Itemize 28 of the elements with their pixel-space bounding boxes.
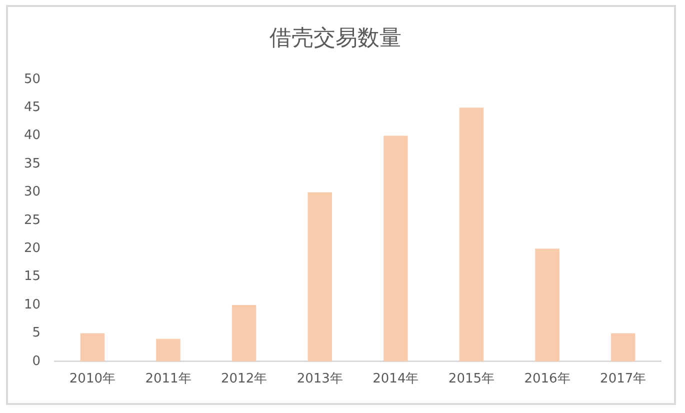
bar [535,248,560,362]
y-tick-label: 15 [24,269,41,284]
x-tick-label: 2010年 [69,372,116,387]
x-tick-label: 2015年 [448,372,495,387]
bar [459,108,484,362]
y-tick-label: 30 [24,184,41,200]
chart-title: 借壳交易数量 [270,26,402,51]
y-tick-label: 50 [24,72,41,87]
x-tick-label: 2016年 [524,372,570,387]
x-tick-label: 2012年 [221,372,268,387]
y-tick-label: 0 [32,354,41,369]
x-tick-label: 2017年 [600,372,646,387]
bar [80,333,105,362]
x-tick-label: 2013年 [296,372,343,387]
bar [156,338,180,362]
x-tick-label: 2011年 [145,372,192,387]
bar [384,136,408,362]
y-tick-label: 5 [32,326,41,341]
bar [308,192,332,362]
y-tick-label: 40 [24,128,41,144]
x-tick-label: 2014年 [372,372,419,387]
y-tick-label: 35 [24,156,41,172]
bar [232,305,256,362]
y-tick-label: 25 [24,212,41,228]
y-tick-label: 45 [24,100,41,115]
y-tick-label: 20 [24,240,41,256]
y-tick-label: 10 [24,297,41,312]
bar [610,333,636,362]
